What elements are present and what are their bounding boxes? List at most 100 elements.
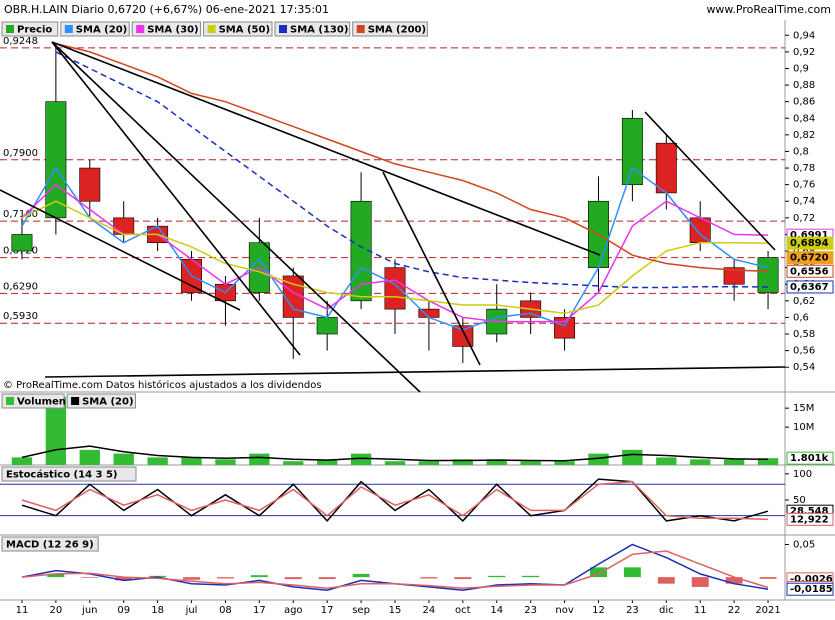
volume-bar bbox=[418, 461, 440, 465]
volume-bar bbox=[283, 461, 304, 465]
histogram-bar bbox=[81, 577, 99, 578]
volume-bar bbox=[181, 457, 202, 465]
volume-bar bbox=[486, 459, 507, 465]
value-tag bbox=[786, 512, 834, 526]
value-tag-label: 0,6556 bbox=[790, 266, 829, 277]
sma-line bbox=[55, 42, 769, 273]
y-tick-label: 0,9 bbox=[793, 63, 809, 74]
volume-bar bbox=[79, 449, 100, 465]
y-tick-label: 0,84 bbox=[793, 113, 815, 124]
histogram-bar bbox=[488, 575, 506, 578]
x-tick-label: 14 bbox=[490, 605, 503, 616]
value-tag bbox=[786, 582, 834, 596]
candle-body bbox=[655, 142, 677, 194]
x-tick-label: 08 bbox=[219, 605, 232, 616]
y-tick-label: 0,94 bbox=[793, 30, 815, 41]
volume-bar bbox=[317, 459, 338, 465]
candle-body bbox=[723, 267, 745, 285]
volume-bar bbox=[452, 459, 473, 465]
x-tick-label: 22 bbox=[728, 605, 741, 616]
legend-label: Precio bbox=[17, 25, 52, 36]
y-tick-label: 50 bbox=[793, 495, 806, 506]
x-tick-label: ago bbox=[284, 605, 303, 616]
legend-box bbox=[352, 21, 428, 37]
volume-bar bbox=[554, 461, 575, 465]
volume-bar bbox=[11, 457, 33, 465]
x-tick-label: sep bbox=[352, 605, 370, 616]
legend-box bbox=[1, 21, 59, 37]
value-tag bbox=[786, 264, 834, 278]
value-tag-label: 28,548 bbox=[790, 506, 829, 517]
trend-lines bbox=[0, 41, 786, 393]
volume-bar bbox=[723, 459, 745, 465]
y-tick-label: 0,56 bbox=[793, 346, 815, 357]
volume-bar bbox=[757, 458, 779, 465]
y-tick-label: 0,05 bbox=[793, 539, 815, 550]
histogram-bar bbox=[725, 577, 743, 584]
legend-swatch bbox=[64, 25, 73, 33]
y-tick-label: 15M bbox=[793, 403, 814, 414]
candle-body bbox=[757, 257, 779, 293]
histogram-bar bbox=[691, 577, 709, 587]
candle-body bbox=[384, 267, 406, 310]
legend-swatch bbox=[6, 25, 14, 33]
y-tick-label: 0,88 bbox=[793, 80, 815, 91]
volume-bar bbox=[350, 453, 372, 465]
legend-box bbox=[131, 21, 202, 37]
value-tag-label: -0,0026 bbox=[790, 574, 833, 585]
legend-label: SMA (20) bbox=[76, 25, 127, 36]
x-tick-label: 20 bbox=[50, 605, 63, 616]
legend-box bbox=[1, 536, 99, 552]
sma-line bbox=[21, 200, 769, 315]
level-label: 0,5930 bbox=[3, 311, 38, 322]
histogram-bar bbox=[759, 577, 777, 579]
level-label: 0,9248 bbox=[3, 36, 38, 47]
value-tag-label: 0,6367 bbox=[790, 282, 829, 293]
y-tick-label: 0,72 bbox=[793, 213, 815, 224]
data-note: © ProRealTime.com Datos históricos ajust… bbox=[3, 379, 322, 391]
y-tick-label: 0,76 bbox=[793, 180, 815, 191]
value-tag-label: 0,6720 bbox=[790, 253, 829, 264]
legend-swatch bbox=[207, 25, 216, 33]
y-tick-label: 0,92 bbox=[793, 47, 815, 58]
indicator-line bbox=[21, 480, 769, 521]
x-tick-label: oct bbox=[455, 605, 471, 616]
legend-swatch bbox=[71, 397, 80, 405]
histogram-bar bbox=[284, 577, 302, 580]
level-label: 0,7160 bbox=[3, 209, 38, 220]
volume-bar bbox=[215, 459, 236, 465]
histogram-bar bbox=[623, 567, 641, 578]
y-tick-label: 0,8 bbox=[793, 146, 809, 157]
legend-box bbox=[60, 21, 130, 37]
sma-line bbox=[21, 166, 769, 331]
volume-bar bbox=[520, 461, 541, 465]
histogram-bar bbox=[657, 577, 675, 584]
x-tick-label: 11 bbox=[16, 605, 29, 616]
volume-sma-line bbox=[21, 445, 769, 462]
candle-body bbox=[79, 167, 101, 202]
volume-bar bbox=[690, 459, 711, 465]
histogram-bar bbox=[522, 575, 540, 578]
sma-line bbox=[55, 51, 769, 289]
legend-swatch bbox=[136, 25, 145, 33]
volume-bar bbox=[588, 453, 609, 465]
legend-box bbox=[66, 393, 136, 409]
histogram-bar bbox=[352, 573, 370, 578]
volume-bar bbox=[249, 453, 270, 465]
histogram-bar bbox=[318, 577, 336, 580]
y-tick-label: 0,78 bbox=[793, 163, 815, 174]
x-tick-label: dic bbox=[659, 605, 674, 616]
legend-box bbox=[203, 21, 273, 37]
value-tag-label: 0,6991 bbox=[790, 230, 829, 241]
legend-swatch bbox=[356, 25, 365, 33]
indicator-line bbox=[21, 478, 769, 523]
level-label: 0,7900 bbox=[3, 148, 38, 159]
candle-body bbox=[11, 234, 33, 252]
legend-label: MACD (12 26 9) bbox=[6, 540, 94, 551]
x-tick-label: 23 bbox=[626, 605, 639, 616]
histogram-bar bbox=[47, 573, 65, 578]
candle-body bbox=[113, 217, 135, 235]
histogram-bar bbox=[216, 577, 234, 579]
